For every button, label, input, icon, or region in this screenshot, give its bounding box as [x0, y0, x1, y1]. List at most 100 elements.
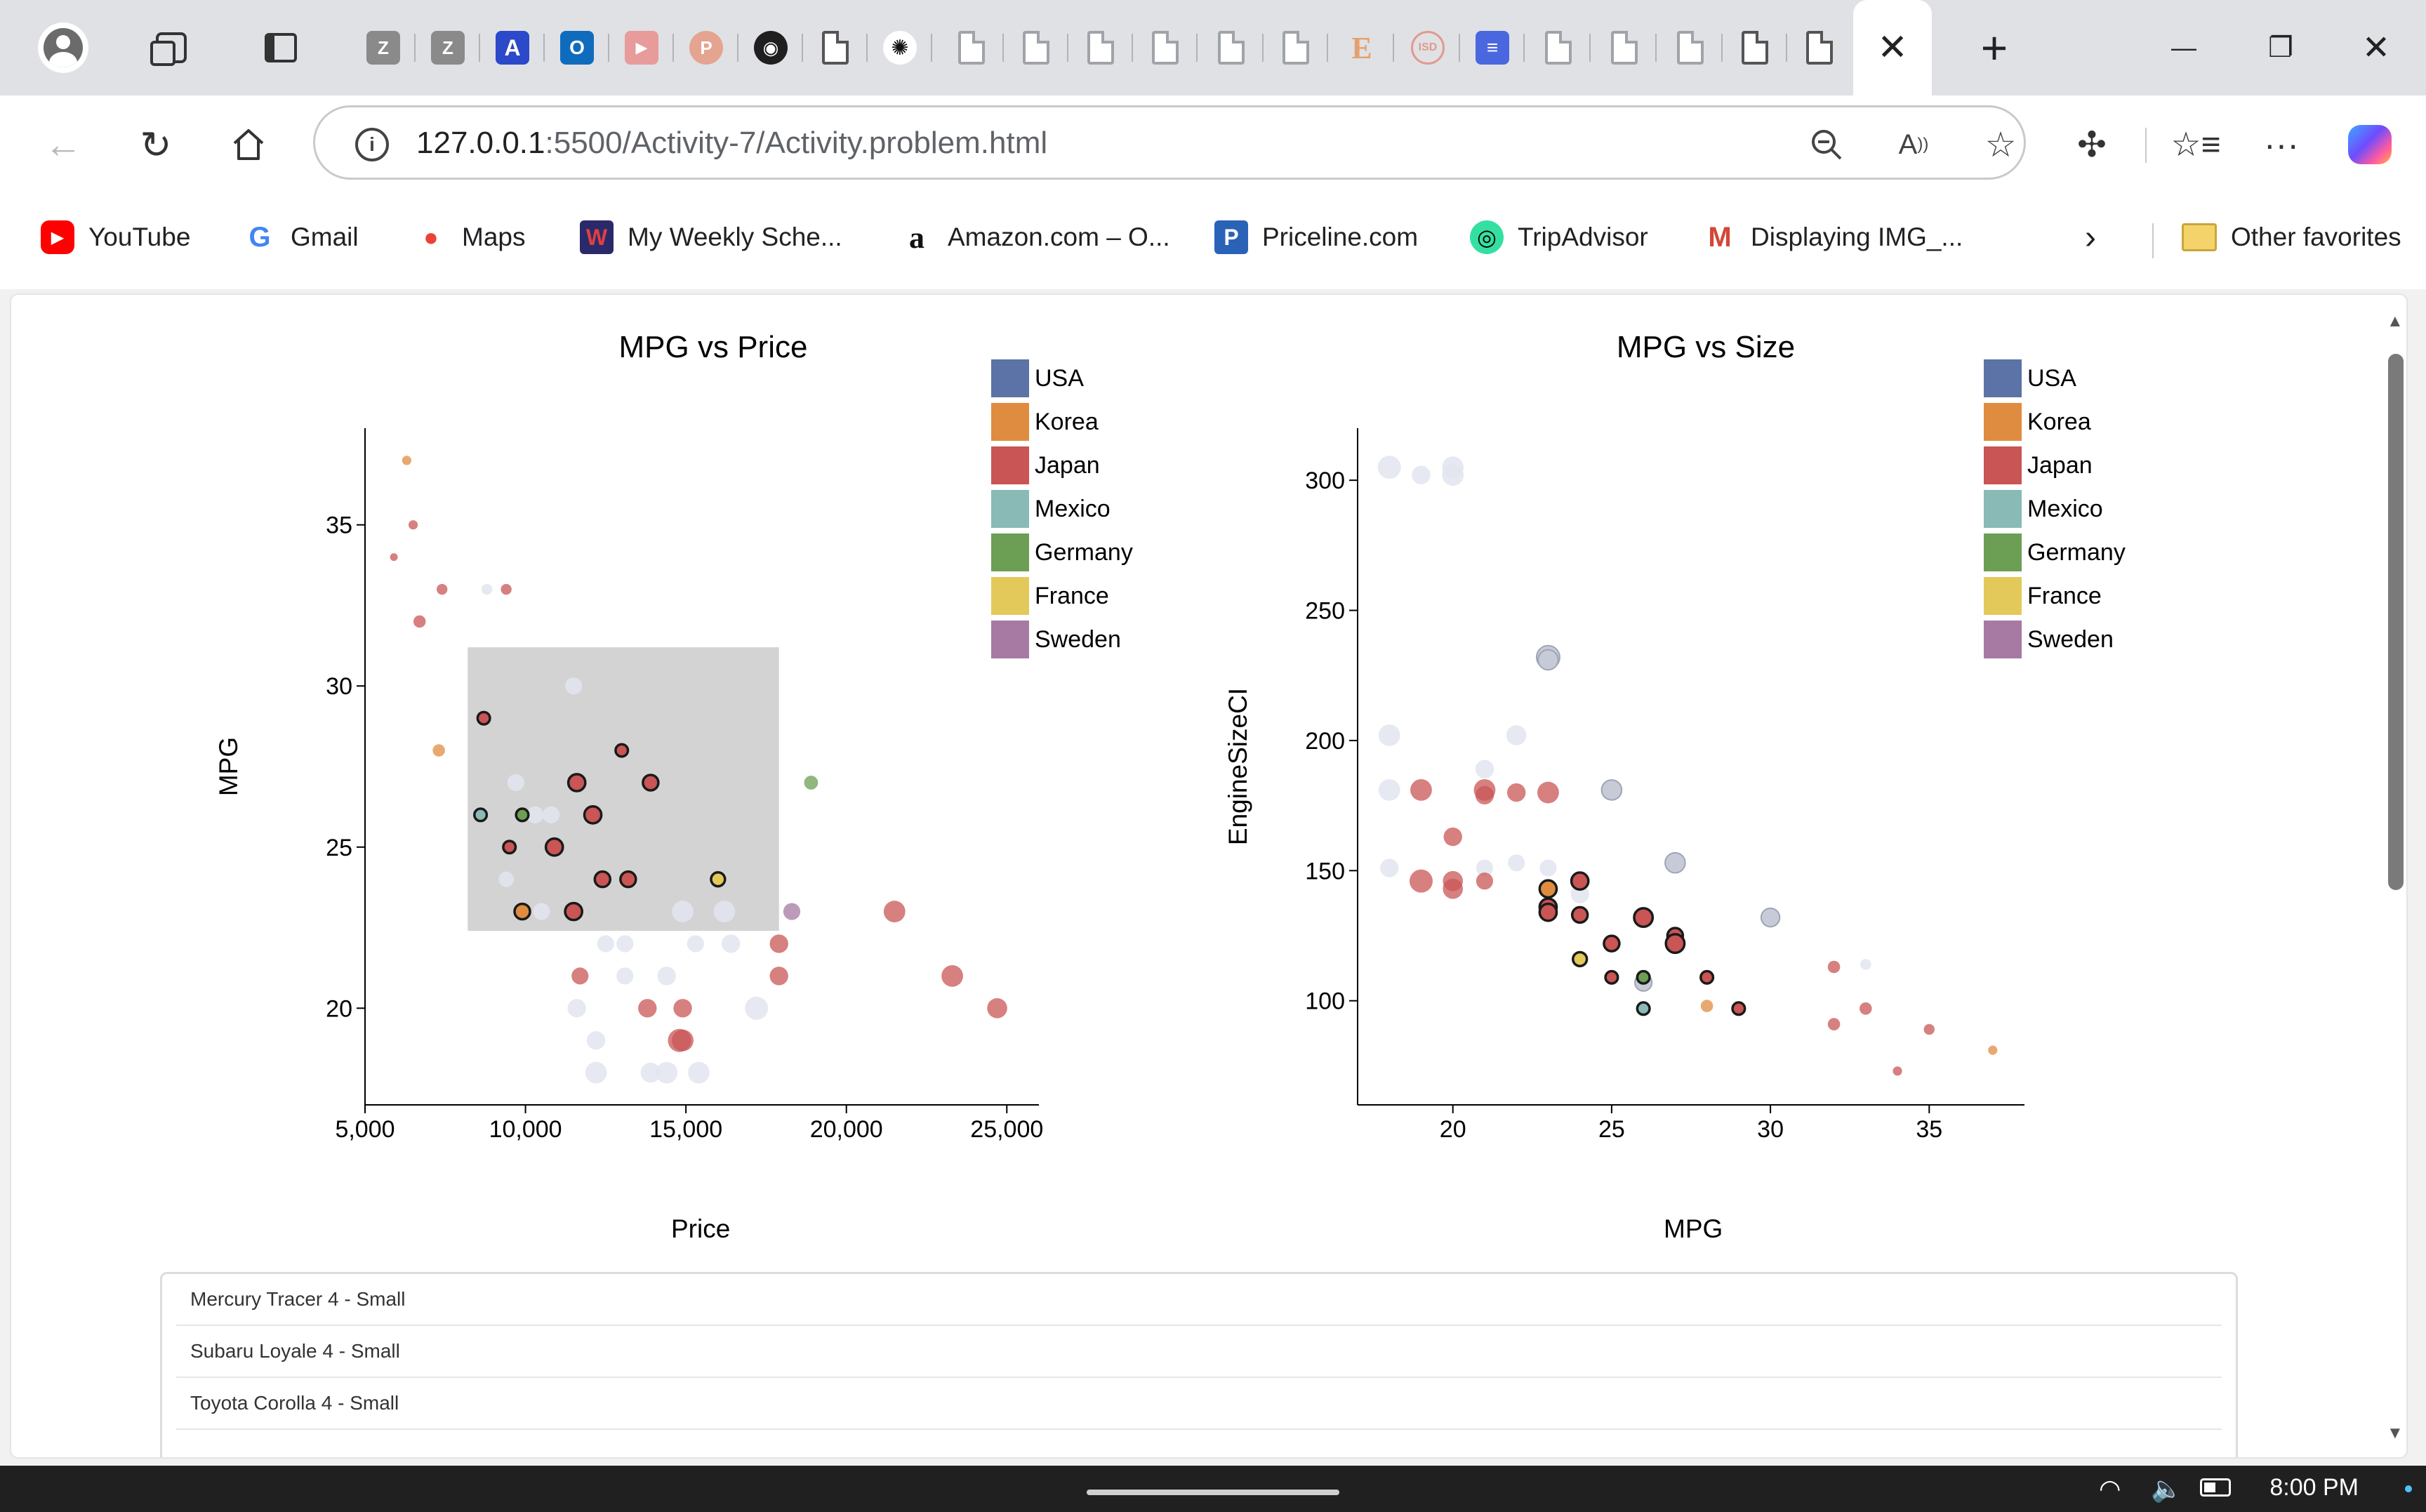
data-point[interactable]	[583, 805, 603, 825]
data-point[interactable]	[502, 840, 517, 855]
tab-9[interactable]: ✺	[869, 15, 932, 80]
data-point[interactable]	[533, 903, 550, 920]
data-point[interactable]	[783, 903, 801, 920]
workspaces-icon[interactable]	[140, 17, 202, 79]
data-point[interactable]	[1538, 902, 1558, 922]
data-point[interactable]	[1731, 1001, 1746, 1016]
data-point[interactable]	[640, 1062, 661, 1083]
data-point[interactable]	[1412, 465, 1431, 484]
data-point[interactable]	[1537, 781, 1559, 804]
data-point[interactable]	[1827, 960, 1841, 974]
data-point[interactable]	[515, 807, 530, 823]
address-bar[interactable]: i 127.0.0.1:5500/Activity-7/Activity.pro…	[313, 105, 2026, 180]
data-point[interactable]	[564, 901, 583, 922]
gesture-bar[interactable]	[1087, 1490, 1339, 1495]
data-point[interactable]	[1633, 907, 1655, 928]
data-point[interactable]	[501, 583, 512, 595]
tab-20[interactable]	[1593, 15, 1657, 80]
data-point[interactable]	[673, 999, 692, 1018]
data-point[interactable]	[1508, 854, 1525, 872]
data-point[interactable]	[656, 1061, 678, 1084]
scrollbar-thumb[interactable]	[2388, 354, 2404, 890]
data-point[interactable]	[413, 615, 426, 628]
data-point[interactable]	[1476, 859, 1494, 877]
data-point[interactable]	[616, 967, 634, 985]
tab-23[interactable]	[1789, 15, 1850, 80]
data-point[interactable]	[745, 996, 769, 1020]
bookmark-youtube[interactable]: ▶ YouTube	[41, 216, 190, 258]
tab-actions-icon[interactable]	[250, 17, 312, 79]
mpg-vs-price-chart[interactable]: 5,000 10,000 15,000 20,000 25,000 20 25 30 35 USA…	[11, 295, 1205, 1179]
data-point[interactable]	[1539, 859, 1557, 877]
new-tab-button[interactable]: +	[1963, 20, 2026, 76]
data-point[interactable]	[1636, 969, 1651, 985]
data-point[interactable]	[710, 871, 727, 888]
data-point[interactable]	[713, 901, 736, 922]
data-point[interactable]	[1410, 778, 1432, 801]
bookmark-gmail[interactable]: G Gmail	[243, 216, 359, 258]
data-point[interactable]	[585, 1061, 607, 1084]
data-point[interactable]	[543, 806, 560, 823]
bookmark-maps[interactable]: ● Maps	[414, 216, 525, 258]
data-point[interactable]	[567, 999, 586, 1018]
data-point[interactable]	[476, 710, 491, 726]
data-point[interactable]	[507, 774, 524, 792]
data-point[interactable]	[1570, 871, 1590, 891]
data-point[interactable]	[1988, 1045, 1998, 1055]
vertical-scrollbar[interactable]: ▲ ▼	[2384, 302, 2408, 1453]
active-tab-close-button[interactable]: ✕	[1853, 0, 1932, 95]
data-point[interactable]	[390, 553, 398, 562]
data-point[interactable]	[544, 837, 564, 857]
data-point[interactable]	[1603, 934, 1621, 953]
close-window-button[interactable]: ✕	[2345, 20, 2408, 76]
car-list-item[interactable]: Toyota Corolla 4 - Small	[176, 1378, 2222, 1430]
data-point[interactable]	[1860, 1002, 1872, 1015]
bookmark-displaying-img[interactable]: M Displaying IMG_...	[1703, 216, 1963, 258]
data-point[interactable]	[619, 870, 637, 889]
bookmark-amazon[interactable]: a Amazon.com – O...	[900, 216, 1170, 258]
favorites-overflow-button[interactable]: ›	[2085, 216, 2096, 258]
car-list-item[interactable]: Mercury Tracer 4 - Small	[176, 1274, 2222, 1326]
tab-13[interactable]	[1134, 15, 1198, 80]
data-point[interactable]	[1699, 969, 1715, 985]
tab-6[interactable]: P	[675, 15, 738, 80]
profile-avatar[interactable]	[32, 17, 94, 79]
data-point[interactable]	[883, 901, 906, 922]
battery-icon[interactable]	[2200, 1474, 2231, 1497]
data-point[interactable]	[769, 967, 788, 986]
tab-7[interactable]: ◉	[740, 15, 803, 80]
data-point[interactable]	[1570, 906, 1589, 924]
bookmark-weekly-schedule[interactable]: W My Weekly Sche...	[580, 216, 842, 258]
data-point[interactable]	[1664, 933, 1686, 955]
reload-button[interactable]: ↻	[128, 117, 184, 173]
car-list-item[interactable]: Subaru Loyale 4 - Small	[176, 1326, 2222, 1378]
url-text[interactable]: 127.0.0.1:5500/Activity-7/Activity.probl…	[416, 126, 1047, 161]
data-point[interactable]	[593, 870, 612, 889]
data-point[interactable]	[1380, 858, 1399, 877]
data-point[interactable]	[1378, 724, 1400, 746]
data-point[interactable]	[482, 583, 493, 595]
data-point[interactable]	[1538, 879, 1558, 899]
mpg-vs-size-chart[interactable]: 20 25 30 35 100 150 200 250 300 USA Korea Japan Mexi…	[1205, 295, 2328, 1179]
data-point[interactable]	[498, 871, 515, 887]
data-point[interactable]	[1443, 827, 1462, 847]
tab-10[interactable]	[941, 15, 1004, 80]
data-point[interactable]	[1700, 1000, 1714, 1012]
tab-4[interactable]: O	[546, 15, 609, 80]
data-point[interactable]	[769, 934, 788, 953]
restore-button[interactable]: ❐	[2249, 20, 2312, 76]
scroll-up-icon[interactable]: ▲	[2387, 312, 2404, 331]
data-point[interactable]	[987, 997, 1007, 1019]
read-aloud-icon[interactable]: A))	[1898, 128, 1929, 160]
data-point[interactable]	[1636, 1001, 1651, 1016]
data-point[interactable]	[1923, 1023, 1935, 1035]
data-point[interactable]	[1475, 760, 1494, 778]
data-point[interactable]	[565, 677, 583, 695]
data-point[interactable]	[1572, 950, 1589, 968]
data-point[interactable]	[642, 774, 660, 792]
volume-icon[interactable]: 🔈	[2151, 1474, 2182, 1503]
copilot-button[interactable]	[2342, 117, 2398, 173]
tab-5[interactable]: ▶	[611, 15, 674, 80]
tab-1[interactable]: Z	[352, 15, 416, 80]
tab-17[interactable]: ISD	[1397, 15, 1460, 80]
